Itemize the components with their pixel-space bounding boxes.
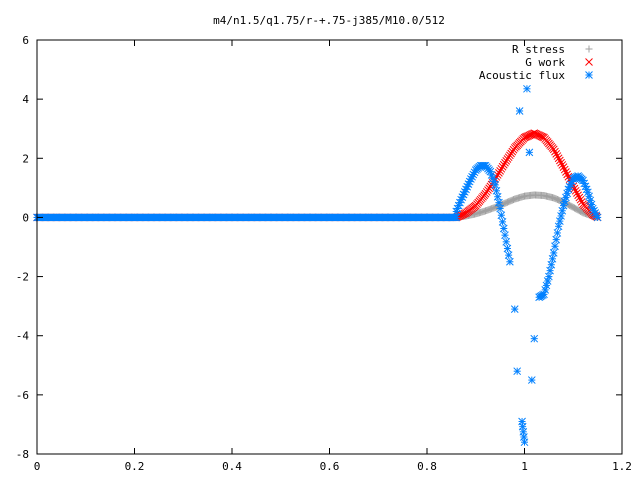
y-tick-label: 6: [22, 34, 29, 47]
chart-title: m4/n1.5/q1.75/r-+.75-j385/M10.0/512: [213, 14, 445, 27]
y-tick-label: 0: [22, 211, 29, 224]
point-g-work: [499, 160, 508, 169]
point-g-work: [497, 164, 506, 173]
point-g-work: [574, 191, 582, 200]
point-acoustic-flux: [520, 438, 529, 447]
y-tick-label: 2: [22, 152, 29, 165]
point-acoustic-flux: [525, 148, 534, 157]
point-g-work: [573, 189, 581, 197]
point-acoustic-flux: [555, 217, 564, 225]
x-tick-label: 1.2: [612, 460, 632, 473]
point-g-work: [558, 161, 567, 169]
point-acoustic-flux: [593, 213, 602, 222]
point-acoustic-flux: [497, 211, 506, 220]
point-acoustic-flux: [530, 334, 539, 343]
point-acoustic-flux: [496, 204, 504, 213]
point-g-work: [549, 145, 558, 154]
y-tick-label: -6: [16, 389, 29, 402]
point-acoustic-flux: [452, 213, 461, 222]
point-acoustic-flux: [552, 235, 561, 244]
point-acoustic-flux: [502, 237, 511, 246]
point-g-work: [553, 152, 562, 160]
point-acoustic-flux: [548, 254, 557, 263]
point-acoustic-flux: [523, 84, 531, 93]
x-tick-label: 0: [34, 460, 41, 473]
plot-marks: [33, 84, 602, 447]
x-tick-label: 0.4: [222, 460, 242, 473]
point-acoustic-flux: [557, 212, 565, 220]
point-acoustic-flux: [551, 242, 559, 251]
point-acoustic-flux: [540, 290, 548, 299]
point-acoustic-flux: [504, 251, 513, 259]
point-g-work: [577, 198, 586, 206]
point-g-work: [560, 165, 569, 174]
point-g-work: [571, 186, 580, 195]
point-g-work: [552, 149, 561, 158]
point-g-work: [551, 147, 559, 156]
legend-label-r-stress: R stress: [512, 43, 565, 56]
point-g-work: [575, 193, 584, 202]
legend-label-g-work: G work: [525, 56, 565, 69]
point-g-work: [576, 195, 585, 204]
plot-frame: [36, 39, 623, 455]
point-g-work: [495, 169, 503, 177]
point-g-work: [563, 170, 572, 179]
point-acoustic-flux: [506, 257, 514, 266]
point-acoustic-flux: [510, 305, 519, 313]
point-acoustic-flux: [547, 260, 556, 269]
point-acoustic-flux: [515, 107, 524, 115]
point-acoustic-flux: [558, 206, 567, 215]
point-acoustic-flux: [545, 272, 553, 281]
point-g-work: [498, 162, 507, 171]
y-tick-label: -8: [16, 448, 29, 461]
point-acoustic-flux: [527, 376, 536, 384]
point-acoustic-flux: [553, 229, 562, 237]
point-acoustic-flux: [542, 281, 551, 290]
x-tick-label: 0.6: [320, 460, 340, 473]
x-tick-label: 0.8: [417, 460, 437, 473]
legend-marker-acoustic-flux: [585, 71, 593, 79]
point-acoustic-flux: [549, 249, 558, 257]
point-acoustic-flux: [582, 185, 591, 194]
point-acoustic-flux: [546, 266, 554, 275]
point-g-work: [493, 171, 502, 179]
point-g-work: [562, 168, 570, 176]
y-tick-label: -2: [16, 271, 29, 284]
point-g-work: [559, 163, 568, 172]
legend-marker-r-stress: [585, 45, 593, 53]
point-acoustic-flux: [543, 277, 552, 285]
x-tick-label: 1: [521, 460, 528, 473]
point-acoustic-flux: [541, 286, 550, 294]
series-g-work: [33, 129, 602, 222]
point-g-work: [496, 167, 504, 175]
point-acoustic-flux: [499, 224, 508, 233]
point-acoustic-flux: [501, 231, 509, 240]
point-g-work: [555, 156, 564, 165]
point-acoustic-flux: [554, 222, 563, 231]
legend-marker-g-work: [585, 58, 593, 66]
point-acoustic-flux: [498, 218, 507, 226]
point-acoustic-flux: [495, 198, 503, 207]
point-acoustic-flux: [492, 186, 501, 195]
point-g-work: [557, 158, 565, 167]
point-acoustic-flux: [491, 181, 500, 189]
point-acoustic-flux: [513, 367, 522, 376]
point-acoustic-flux: [503, 244, 512, 253]
legend-label-acoustic-flux: Acoustic flux: [479, 69, 565, 82]
y-tick-label: -4: [16, 330, 30, 343]
ticks: 0 0.2 0.4 0.6 0.8 1 1.2 -8 -6 -4 -2 0 2 4 6: [16, 34, 632, 473]
point-acoustic-flux: [493, 192, 502, 201]
series-acoustic-flux: [33, 84, 602, 447]
x-tick-label: 0.2: [125, 460, 145, 473]
point-g-work: [554, 154, 563, 163]
y-tick-label: 4: [22, 93, 29, 106]
